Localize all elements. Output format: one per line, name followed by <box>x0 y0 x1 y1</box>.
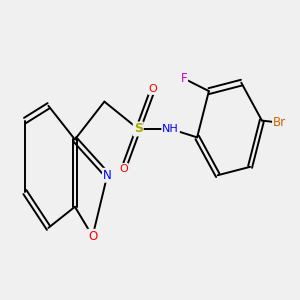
Text: F: F <box>181 72 187 85</box>
Text: NH: NH <box>162 124 179 134</box>
Text: Br: Br <box>273 116 286 129</box>
Text: N: N <box>103 169 112 182</box>
Text: O: O <box>119 164 128 174</box>
Text: O: O <box>148 84 157 94</box>
Text: S: S <box>134 122 143 136</box>
Text: O: O <box>88 230 97 243</box>
